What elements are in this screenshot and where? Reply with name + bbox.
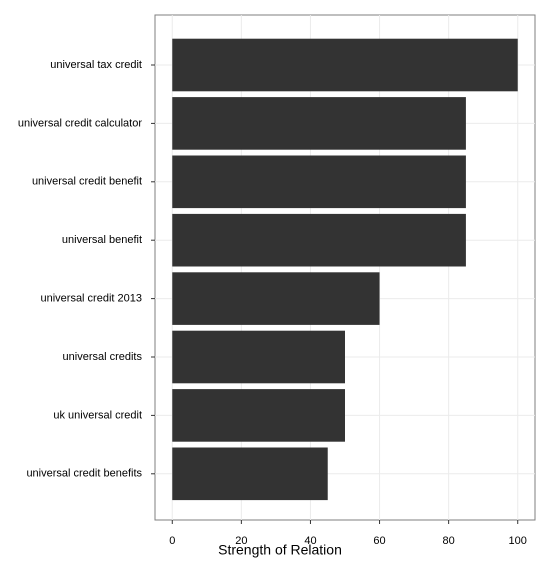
y-tick-label: universal tax credit	[50, 59, 142, 71]
x-tick-label: 20	[235, 535, 247, 547]
x-tick-label: 80	[443, 535, 455, 547]
bar	[172, 97, 466, 150]
y-tick-label: universal credit calculator	[18, 117, 142, 129]
y-tick-label: uk universal credit	[53, 409, 142, 421]
y-tick-label: universal credit benefits	[26, 468, 142, 480]
bar	[172, 330, 345, 384]
bar	[172, 272, 380, 325]
bar	[172, 213, 466, 267]
bar	[172, 38, 518, 92]
bar	[172, 447, 328, 501]
bar	[172, 155, 466, 209]
x-tick-label: 40	[304, 535, 316, 547]
bar	[172, 389, 345, 442]
y-tick-label: universal benefit	[62, 234, 142, 246]
x-tick-label: 60	[373, 535, 385, 547]
y-tick-label: universal credit benefit	[32, 176, 142, 188]
x-axis-title: Strength of Relation	[218, 542, 342, 558]
x-tick-label: 100	[509, 535, 527, 547]
y-tick-label: universal credit 2013	[40, 293, 142, 305]
y-tick-label: universal credits	[63, 351, 143, 363]
x-tick-label: 0	[169, 535, 175, 547]
